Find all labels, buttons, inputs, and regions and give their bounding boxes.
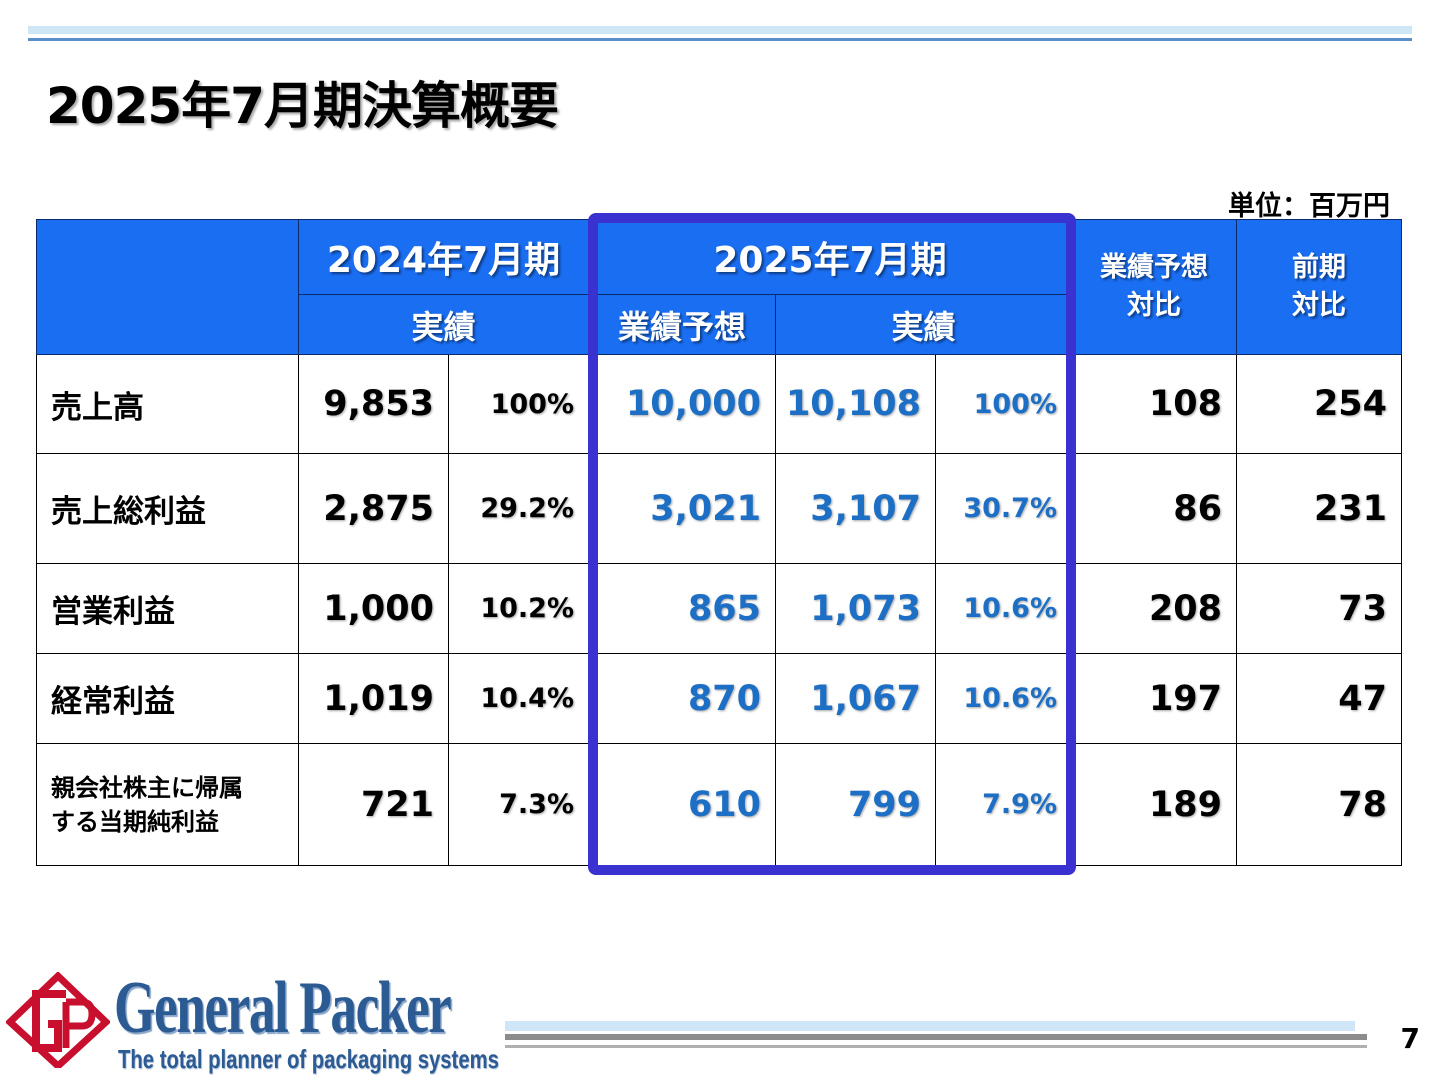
top-rule bbox=[28, 26, 1412, 34]
vs-prior: 78 bbox=[1236, 743, 1403, 866]
table-row: 売上総利益 2,875 29.2% 3,021 3,107 30.7% 86 2… bbox=[36, 453, 1403, 564]
financial-summary-table: 2024年7月期 2025年7月期 業績予想 対比 前期 対比 実績 業績予想 … bbox=[36, 219, 1403, 866]
gp-logo-icon bbox=[6, 972, 110, 1068]
vs-forecast: 86 bbox=[1071, 453, 1238, 564]
company-tagline: The total planner of packaging systems bbox=[118, 1044, 499, 1074]
fy2025-pct: 100% bbox=[934, 354, 1073, 454]
fy2025-forecast: 10,000 bbox=[588, 354, 776, 454]
fy2024-pct: 10.2% bbox=[448, 563, 589, 654]
fy2024-value: 9,853 bbox=[298, 354, 449, 454]
row-label: 経常利益 bbox=[36, 653, 299, 744]
fy2025-forecast: 3,021 bbox=[588, 453, 776, 564]
fy2025-pct: 10.6% bbox=[934, 563, 1073, 654]
bottom-rule-accent bbox=[505, 1034, 1367, 1040]
header-fy2024-actual: 実績 bbox=[298, 294, 589, 355]
vs-forecast: 108 bbox=[1071, 354, 1238, 454]
fy2024-pct: 29.2% bbox=[448, 453, 589, 564]
header-vs-forecast: 業績予想 対比 bbox=[1071, 219, 1238, 355]
fy2025-value: 3,107 bbox=[775, 453, 936, 564]
row-label-line2: する当期純利益 bbox=[51, 807, 219, 836]
row-label: 営業利益 bbox=[36, 563, 299, 654]
vs-forecast: 197 bbox=[1071, 653, 1238, 744]
header-vs-prior-line2: 対比 bbox=[1292, 290, 1347, 321]
header-fy2024: 2024年7月期 bbox=[298, 219, 589, 295]
table-row: 営業利益 1,000 10.2% 865 1,073 10.6% 208 73 bbox=[36, 563, 1403, 654]
page-title: 2025年7月期決算概要 bbox=[46, 77, 559, 135]
row-label-line1: 親会社株主に帰属 bbox=[51, 773, 243, 802]
header-vs-forecast-line1: 業績予想 bbox=[1100, 252, 1209, 283]
header-vs-prior: 前期 対比 bbox=[1236, 219, 1403, 355]
header-fy2025-actual: 実績 bbox=[774, 294, 1073, 355]
fy2024-pct: 10.4% bbox=[448, 653, 589, 744]
table-row: 経常利益 1,019 10.4% 870 1,067 10.6% 197 47 bbox=[36, 653, 1403, 744]
fy2025-pct: 10.6% bbox=[934, 653, 1073, 744]
fy2025-value: 1,073 bbox=[775, 563, 936, 654]
fy2025-value: 799 bbox=[775, 743, 936, 866]
header-fy2025-forecast: 業績予想 bbox=[588, 294, 776, 355]
header-blank bbox=[36, 219, 299, 355]
company-logo: General Packer The total planner of pack… bbox=[6, 967, 506, 1076]
fy2025-value: 10,108 bbox=[775, 354, 936, 454]
vs-prior: 231 bbox=[1236, 453, 1403, 564]
bottom-rule bbox=[505, 1021, 1355, 1031]
header-fy2025: 2025年7月期 bbox=[587, 219, 1073, 295]
table-row: 売上高 9,853 100% 10,000 10,108 100% 108 25… bbox=[36, 354, 1403, 454]
header-vs-forecast-line2: 対比 bbox=[1127, 290, 1182, 321]
fy2024-pct: 7.3% bbox=[448, 743, 589, 866]
fy2025-value: 1,067 bbox=[775, 653, 936, 744]
fy2024-value: 721 bbox=[298, 743, 449, 866]
bottom-rule-thin bbox=[505, 1045, 1367, 1048]
vs-prior: 47 bbox=[1236, 653, 1403, 744]
vs-forecast: 189 bbox=[1071, 743, 1238, 866]
fy2025-forecast: 865 bbox=[588, 563, 776, 654]
row-label: 売上総利益 bbox=[36, 453, 299, 564]
fy2025-pct: 30.7% bbox=[934, 453, 1073, 564]
header-vs-prior-line1: 前期 bbox=[1292, 252, 1347, 283]
row-label: 売上高 bbox=[36, 354, 299, 454]
fy2024-pct: 100% bbox=[448, 354, 589, 454]
table-row: 親会社株主に帰属 する当期純利益 721 7.3% 610 799 7.9% 1… bbox=[36, 743, 1403, 866]
fy2025-forecast: 870 bbox=[588, 653, 776, 744]
top-rule-accent bbox=[28, 38, 1412, 41]
fy2025-forecast: 610 bbox=[588, 743, 776, 866]
fy2024-value: 1,019 bbox=[298, 653, 449, 744]
vs-forecast: 208 bbox=[1071, 563, 1238, 654]
vs-prior: 254 bbox=[1236, 354, 1403, 454]
fy2024-value: 1,000 bbox=[298, 563, 449, 654]
company-name: General Packer bbox=[114, 967, 452, 1049]
row-label: 親会社株主に帰属 する当期純利益 bbox=[36, 743, 299, 866]
page-number: 7 bbox=[1400, 1022, 1420, 1055]
vs-prior: 73 bbox=[1236, 563, 1403, 654]
fy2025-pct: 7.9% bbox=[934, 743, 1073, 866]
fy2024-value: 2,875 bbox=[298, 453, 449, 564]
unit-label: 単位：百万円 bbox=[1228, 191, 1390, 222]
